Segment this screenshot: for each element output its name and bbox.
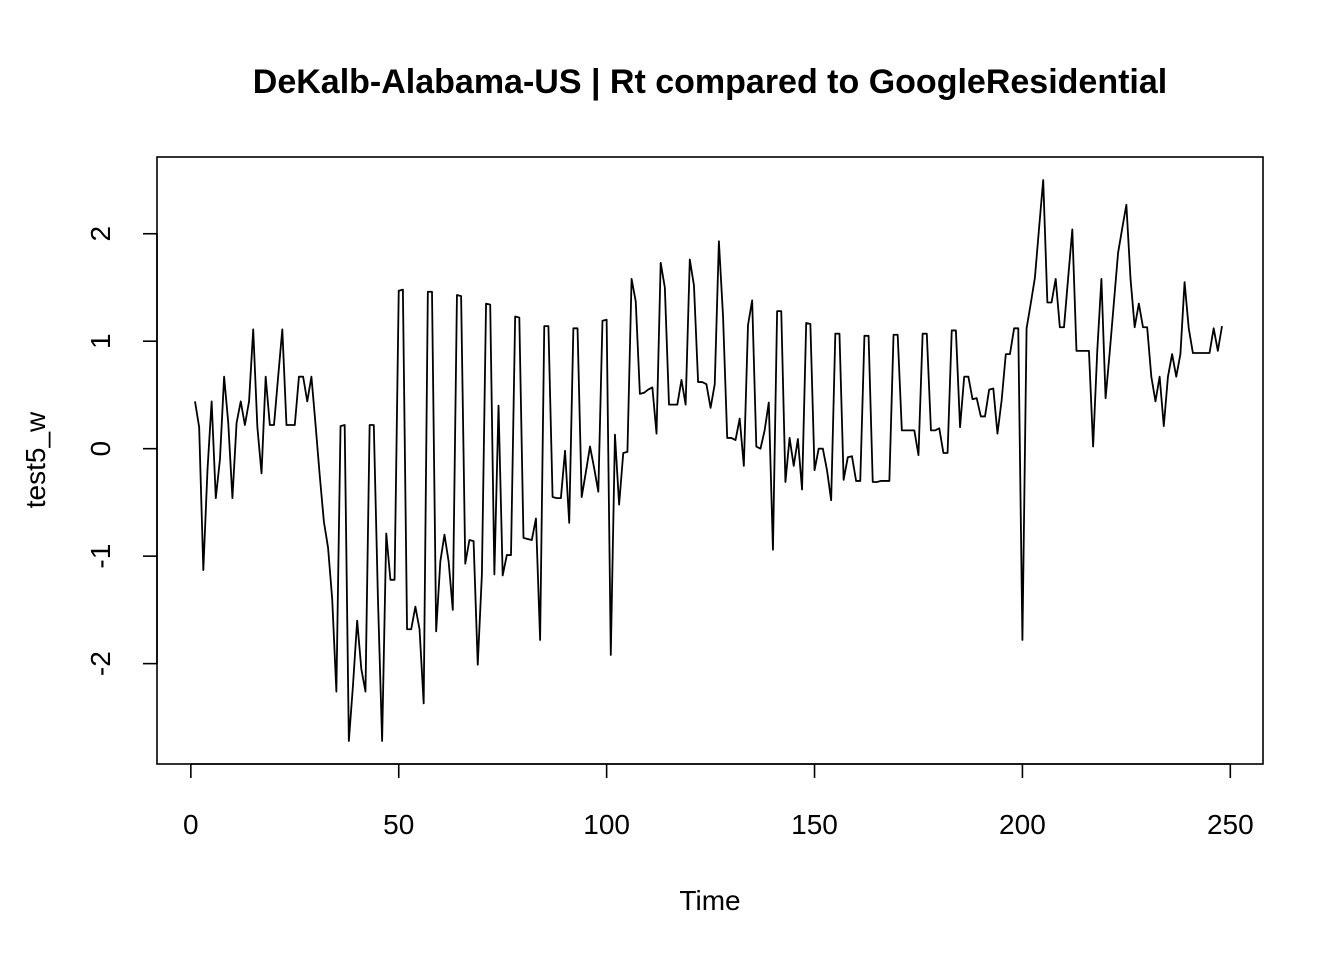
y-axis: -2 -1 0 1 2 — [85, 226, 158, 676]
y-tick-label: 0 — [85, 441, 116, 457]
x-axis-label: Time — [679, 885, 740, 916]
x-axis: 0 50 100 150 200 250 — [183, 763, 1254, 840]
y-tick-label: 1 — [85, 333, 116, 349]
x-tick-label: 0 — [183, 809, 199, 840]
plot-frame — [156, 156, 1264, 765]
chart-title: DeKalb-Alabama-US | Rt compared to Googl… — [253, 63, 1167, 101]
x-tick-label: 50 — [383, 809, 414, 840]
x-tick-label: 200 — [999, 809, 1046, 840]
y-tick-label: -1 — [85, 544, 116, 569]
y-tick-label: -2 — [85, 651, 116, 676]
y-axis-label: test5_w — [20, 411, 51, 508]
x-tick-label: 100 — [583, 809, 630, 840]
x-tick-label: 250 — [1207, 809, 1254, 840]
y-tick-label: 2 — [85, 226, 116, 242]
series-line-test5_w — [194, 179, 1223, 742]
x-tick-label: 150 — [791, 809, 838, 840]
